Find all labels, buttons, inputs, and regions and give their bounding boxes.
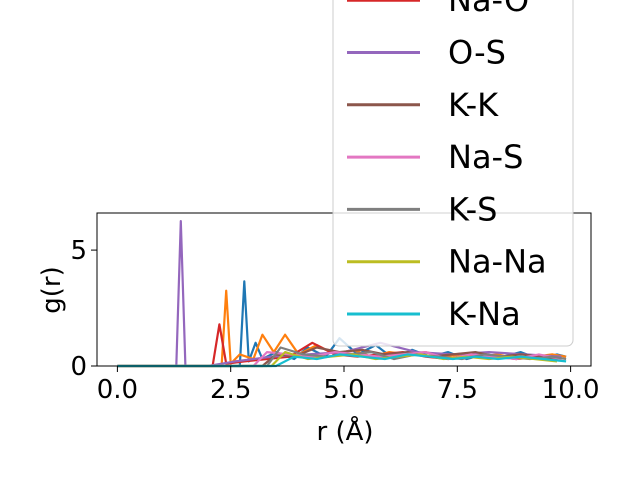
y-axis-label: g(r) (37, 266, 67, 313)
x-tick-label: 2.5 (210, 375, 251, 405)
x-tick-label: 10.0 (542, 375, 600, 405)
series-line-k-na (117, 353, 567, 368)
x-axis-label: r (Å) (316, 415, 373, 447)
y-tick-label: 5 (70, 236, 87, 266)
x-tick-label: 7.5 (437, 375, 478, 405)
legend-label-k-na: K-Na (448, 295, 521, 333)
legend-label-na-na: Na-Na (448, 243, 547, 281)
x-tick-label: 5.0 (323, 375, 364, 405)
y-tick-label: 0 (70, 352, 87, 382)
legend-label-na-s: Na-S (448, 138, 523, 176)
legend-label-na-o: Na-O (448, 0, 529, 19)
series-line-k-k (117, 346, 562, 368)
legend-label-k-k: K-K (448, 86, 499, 124)
plot-area (117, 220, 567, 368)
x-tick-label: 0.0 (97, 375, 138, 405)
legend: K-OO-ONa-OO-SK-KNa-SK-SNa-NaK-Na (332, 0, 574, 347)
legend-label-o-s: O-S (448, 34, 506, 72)
legend-label-k-s: K-S (448, 190, 497, 228)
legend-box (332, 0, 574, 347)
